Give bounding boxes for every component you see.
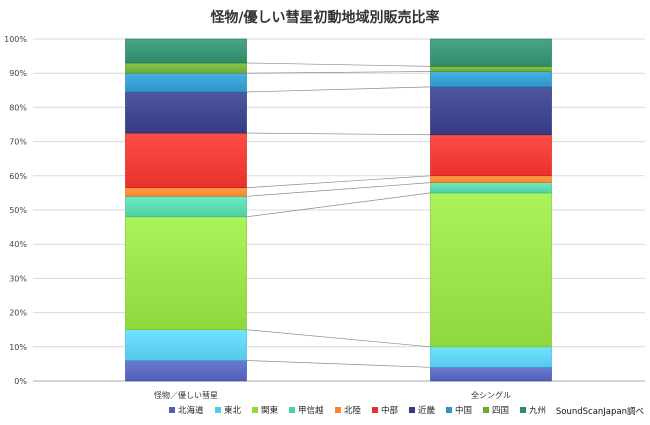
y-tick-label: 0% bbox=[14, 377, 27, 386]
y-tick-label: 80% bbox=[9, 103, 27, 112]
legend-item: 関東 bbox=[252, 405, 279, 416]
series-connector-line bbox=[246, 192, 431, 218]
bar-segment bbox=[430, 134, 552, 177]
bar-segment bbox=[430, 192, 552, 348]
bar-segment bbox=[125, 132, 247, 189]
legend-label: 近畿 bbox=[418, 405, 436, 416]
bar-segment bbox=[430, 175, 552, 183]
series-connector-line bbox=[246, 132, 431, 136]
bar-segment bbox=[430, 367, 552, 382]
bars bbox=[125, 38, 552, 382]
legend-item: 近畿 bbox=[409, 405, 436, 416]
legend-label: 北海道 bbox=[178, 405, 204, 416]
legend-swatch bbox=[252, 407, 258, 413]
bar-segment bbox=[430, 86, 552, 136]
series-connector-line bbox=[246, 329, 431, 348]
bar-segment bbox=[430, 38, 552, 67]
series-connector-line bbox=[246, 71, 431, 74]
series-connector-line bbox=[246, 86, 431, 93]
series-connector-line bbox=[246, 175, 431, 189]
axes: 0% 10% 20% 30% 40% 50% 60% 70% 80% 90% 100% 怪物／優しい彗… bbox=[4, 35, 511, 400]
y-tick-label: 100% bbox=[4, 35, 27, 44]
legend-swatch bbox=[409, 407, 415, 413]
y-tick-label: 70% bbox=[9, 138, 27, 147]
legend-item: 甲信越 bbox=[289, 405, 324, 416]
legend-label: 東北 bbox=[224, 405, 242, 416]
legend-item: 中部 bbox=[372, 405, 399, 416]
y-tick-label: 10% bbox=[9, 343, 27, 352]
legend-swatch bbox=[520, 407, 526, 413]
y-tick-label: 20% bbox=[9, 309, 27, 318]
bar-segment bbox=[125, 91, 247, 134]
legend-item: 九州 bbox=[520, 406, 546, 416]
x-tick-label: 全シングル bbox=[471, 390, 511, 400]
legend-swatch bbox=[372, 407, 378, 413]
y-tick-label: 90% bbox=[9, 69, 27, 78]
legend-swatch bbox=[446, 407, 452, 413]
series-connector-line bbox=[246, 182, 431, 197]
legend-label: 九州 bbox=[529, 406, 546, 416]
x-tick-label: 怪物／優しい彗星 bbox=[154, 390, 218, 400]
legend-item: 四国 bbox=[483, 406, 509, 416]
bar-segment bbox=[125, 187, 247, 197]
series-connector-line bbox=[246, 62, 431, 67]
bar-segment bbox=[430, 66, 552, 72]
bar-segment bbox=[430, 71, 552, 88]
legend-swatch bbox=[215, 407, 221, 413]
bar-segment bbox=[125, 329, 247, 361]
chart-title: 怪物/優しい彗星初動地域別販売比率 bbox=[210, 10, 440, 26]
legend-swatch bbox=[289, 407, 295, 413]
legend-label: 中部 bbox=[381, 405, 399, 416]
source-note: SoundScanJapan調べ bbox=[555, 407, 644, 417]
legend-item: 東北 bbox=[215, 405, 242, 416]
series-connector-line bbox=[246, 360, 431, 368]
bar-segment bbox=[125, 360, 247, 382]
legend-swatch bbox=[169, 407, 175, 413]
bar-segment bbox=[430, 346, 552, 368]
series-connectors bbox=[246, 62, 431, 368]
y-tick-label: 40% bbox=[9, 240, 27, 249]
bar-segment bbox=[125, 216, 247, 330]
legend-item: 北陸 bbox=[335, 405, 362, 416]
legend-item: 北海道 bbox=[169, 405, 204, 416]
bar-segment bbox=[125, 72, 247, 93]
legend: 北海道 東北 関東 甲信越 北陸 中部 近畿 中国 四国 九州 bbox=[169, 405, 546, 416]
legend-swatch bbox=[483, 407, 489, 413]
legend-label: 四国 bbox=[492, 406, 509, 416]
legend-label: 甲信越 bbox=[298, 405, 324, 416]
y-tick-label: 30% bbox=[9, 274, 27, 283]
bar-segment bbox=[125, 196, 247, 218]
legend-swatch bbox=[335, 407, 341, 413]
y-tick-label: 50% bbox=[9, 206, 27, 215]
legend-label: 関東 bbox=[261, 405, 279, 416]
bar-segment bbox=[125, 38, 247, 64]
legend-item: 中国 bbox=[446, 405, 472, 416]
legend-label: 北陸 bbox=[344, 405, 362, 416]
legend-label: 中国 bbox=[455, 405, 472, 416]
gridlines bbox=[33, 38, 645, 382]
y-tick-label: 60% bbox=[9, 172, 27, 181]
bar-segment bbox=[125, 62, 247, 74]
bar-segment bbox=[430, 182, 552, 194]
